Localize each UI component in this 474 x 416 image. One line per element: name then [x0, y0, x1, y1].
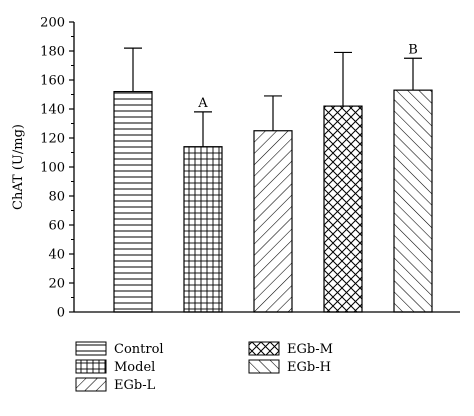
y-tick-label: 160	[40, 74, 65, 89]
bar	[183, 146, 223, 313]
legend-item-model: Model	[75, 359, 155, 375]
y-tick-label: 80	[48, 190, 65, 205]
bar-group-egb-h: B	[393, 42, 433, 313]
legend-swatch	[75, 359, 107, 374]
y-tick-label: 0	[57, 306, 65, 321]
y-tick-label: 60	[48, 219, 65, 234]
legend-item-egb-l: EGb-L	[75, 377, 156, 393]
bar	[323, 105, 363, 313]
significance-label: B	[408, 42, 418, 57]
bar	[393, 89, 433, 313]
bar	[253, 130, 293, 313]
legend-swatch	[75, 377, 107, 392]
legend-swatch	[248, 341, 280, 356]
significance-label: A	[197, 96, 208, 111]
y-tick-label: 180	[40, 45, 65, 60]
legend-label: EGb-L	[114, 378, 156, 393]
legend-label: EGb-H	[287, 360, 331, 375]
legend-swatch	[248, 359, 280, 374]
legend-label: EGb-M	[287, 342, 333, 357]
bar-group-control	[113, 47, 153, 313]
y-tick-label: 140	[40, 103, 65, 118]
legend-swatch	[75, 341, 107, 356]
legend-item-egb-m: EGb-M	[248, 341, 333, 357]
legend-label: Control	[114, 342, 164, 357]
legend-item-control: Control	[75, 341, 164, 357]
y-tick-label: 100	[40, 161, 65, 176]
y-ticks: 0 20 40 60 80 100 120 140 160 180 200	[40, 16, 74, 321]
y-tick-label: 120	[40, 132, 65, 147]
bar-group-model: A	[183, 96, 223, 313]
legend-item-egb-h: EGb-H	[248, 359, 331, 375]
y-tick-label: 200	[40, 16, 65, 31]
bars: AB	[113, 42, 433, 313]
y-tick-label: 40	[48, 248, 65, 263]
legend-label: Model	[114, 360, 155, 375]
legend: Control Model EGb-L EGb-M EGb-H	[75, 341, 333, 393]
bar-group-egb-m	[323, 51, 363, 313]
bar-group-egb-l	[253, 95, 293, 313]
y-tick-label: 20	[48, 277, 65, 292]
bar	[113, 90, 153, 313]
y-axis-label: ChAT (U/mg)	[11, 124, 26, 210]
